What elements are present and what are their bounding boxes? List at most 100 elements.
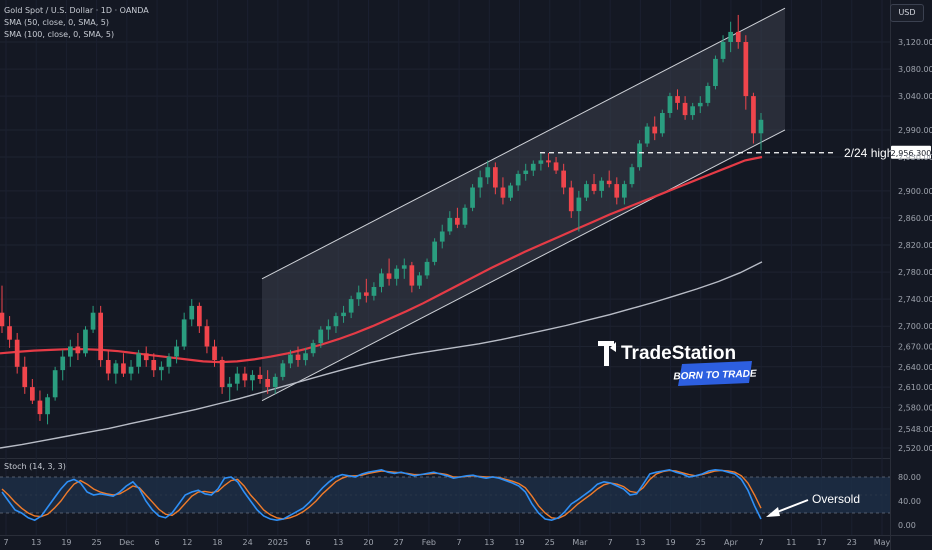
candle-body <box>705 86 711 103</box>
candle-body <box>735 31 741 42</box>
candle-body <box>493 167 498 188</box>
time-tick-label: 17 <box>816 538 826 547</box>
legend-sma100[interactable]: SMA (100, close, 0, SMA, 5) <box>4 30 115 39</box>
legend-sma50[interactable]: SMA (50, close, 0, SMA, 5) <box>4 18 109 27</box>
time-tick-label: 2025 <box>268 538 288 547</box>
candle-body <box>675 96 680 103</box>
candle-body <box>417 275 422 286</box>
candle-body <box>690 106 695 116</box>
tradestation-logo: TradeStation BORN TO TRADE <box>598 341 757 386</box>
candle-body <box>341 312 346 317</box>
price-tag-2024-high <box>891 145 931 159</box>
candle-body <box>394 268 399 279</box>
time-tick-label: 19 <box>61 538 71 547</box>
time-tick-label: Feb <box>422 538 436 547</box>
candle-body <box>758 119 764 134</box>
candle-body <box>462 207 468 225</box>
candle-body <box>75 346 81 354</box>
candle-body <box>181 319 187 347</box>
candle-body <box>637 143 642 168</box>
stochastic-oscillator <box>0 468 890 522</box>
candle-body <box>265 379 270 388</box>
oversold-label: Oversold <box>812 492 860 506</box>
candle-body <box>128 366 134 374</box>
moving-averages <box>0 155 763 449</box>
time-tick-label: 7 <box>759 538 764 547</box>
candle-body <box>500 187 506 198</box>
time-tick-label: 25 <box>696 538 706 547</box>
candle-body <box>14 339 20 367</box>
stoch-axis: 80.00 40.00 0.00 <box>898 473 921 530</box>
candle-body <box>568 187 574 212</box>
candle-body <box>242 373 248 381</box>
candle-body <box>22 366 28 388</box>
price-axis[interactable]: 3,120.000 3,080.000 3,040.000 2,990.000 2,95… <box>898 38 932 453</box>
price-tick-label: 2,610.000 <box>898 383 932 392</box>
time-tick-label: 20 <box>363 538 373 547</box>
candle-body <box>432 241 437 262</box>
candle-body <box>629 167 635 185</box>
candle-body <box>310 343 316 354</box>
time-tick-label: 12 <box>182 538 192 547</box>
price-tick-label: 2,990.000 <box>898 126 932 135</box>
candle-body <box>652 126 658 134</box>
tradestation-wordmark: TradeStation <box>621 343 736 364</box>
channel-fill <box>262 8 785 401</box>
candle-body <box>477 177 483 188</box>
candle-body <box>143 353 149 361</box>
candle-body <box>386 273 392 279</box>
candle-body <box>189 305 195 320</box>
stoch-tick-label: 80.00 <box>898 473 921 482</box>
tradestation-mark-icon <box>598 341 614 366</box>
legend-stoch[interactable]: Stoch (14, 3, 3) <box>4 462 66 471</box>
candle-body <box>530 163 536 171</box>
price-tick-label: 2,740.000 <box>898 295 932 304</box>
price-tick-label: 2,950.000 <box>898 153 932 162</box>
candle-body <box>667 96 673 113</box>
candle-body <box>743 42 749 97</box>
candle-body <box>98 312 103 361</box>
price-tag-2024-high-text: 2,956.300 <box>891 149 932 158</box>
price-tick-label: 3,120.000 <box>898 38 932 47</box>
candle-body <box>644 126 650 144</box>
time-tick-label: May <box>874 538 891 547</box>
candle-body <box>280 363 286 377</box>
candle-body <box>250 374 255 381</box>
candle-body <box>485 167 491 178</box>
candle-body <box>455 217 460 225</box>
candle-body <box>508 185 513 198</box>
time-tick-label: Mar <box>572 538 588 547</box>
candle-body <box>166 356 172 367</box>
candle-body <box>401 265 407 269</box>
oversold-arrow-head <box>766 507 780 517</box>
candle-body <box>159 366 164 371</box>
candle-body <box>660 113 665 134</box>
candle-body <box>553 162 559 171</box>
candle-body <box>227 383 232 388</box>
time-tick-label: 25 <box>545 538 555 547</box>
candle-body <box>52 370 58 398</box>
time-axis[interactable]: 7 13 19 25 Dec 6 12 18 24 2025 6 13 20 27 Feb 7 13 19 25 Ma… <box>3 538 890 547</box>
price-tick-label: 3,040.000 <box>898 92 932 101</box>
candles <box>0 14 764 425</box>
sma100-line <box>0 261 763 449</box>
regression-channel[interactable] <box>261 7 786 402</box>
candle-body <box>515 173 521 186</box>
currency-button[interactable]: USD <box>890 4 924 22</box>
candle-body <box>622 184 627 198</box>
candle-body <box>713 58 718 86</box>
time-tick-label: 13 <box>484 538 494 547</box>
annotations: Oversold <box>766 492 860 517</box>
time-tick-label: 6 <box>154 538 159 547</box>
candle-body <box>546 160 551 163</box>
time-tick-label: Dec <box>119 538 134 547</box>
channel-lower-line <box>261 129 786 402</box>
time-tick-label: 19 <box>514 538 524 547</box>
price-tick-label: 3,080.000 <box>898 65 932 74</box>
candle-body <box>364 292 369 296</box>
high-label: 2/24 high <box>844 146 893 160</box>
price-tick-label: 2,670.000 <box>898 343 932 352</box>
candle-body <box>288 354 293 364</box>
